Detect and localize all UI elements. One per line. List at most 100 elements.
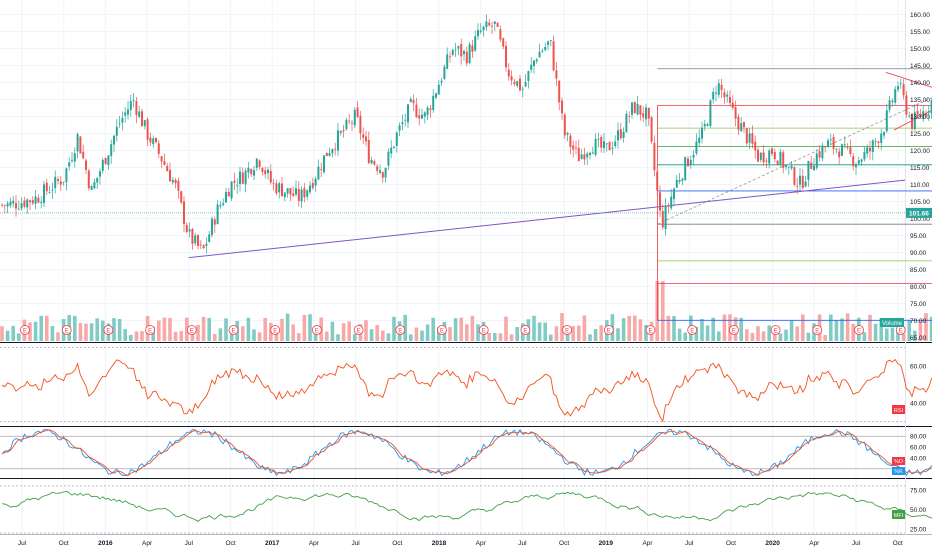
mfi-tick-label: 25.00 — [910, 527, 927, 534]
rsi-tick-label: 60.00 — [910, 364, 927, 371]
candle-body — [897, 86, 899, 90]
candle-body — [219, 205, 221, 206]
mfi-tick-label: 75.00 — [910, 487, 927, 494]
candle-body — [351, 123, 353, 124]
volume-bar — [375, 325, 379, 341]
candle-body — [46, 183, 48, 191]
time-tick-label: 2018 — [432, 540, 447, 547]
volume-bar — [588, 334, 592, 341]
candle-body — [491, 26, 493, 27]
candle-body — [410, 99, 412, 102]
stoch-tick-label: 40.00 — [910, 455, 927, 462]
earnings-label: E — [899, 329, 903, 335]
candle-body — [21, 203, 23, 209]
candle-body — [186, 225, 188, 232]
volume-bar — [163, 318, 167, 341]
candle-body — [79, 137, 81, 154]
price-tick-label: 135.00 — [910, 97, 930, 104]
candle-body — [105, 158, 107, 164]
candle-body — [684, 157, 686, 180]
candle-body — [228, 192, 230, 196]
candle-body — [376, 166, 378, 171]
candle-body — [320, 169, 322, 170]
candle-body — [463, 51, 465, 54]
candle-body — [477, 30, 479, 36]
candle-body — [424, 112, 426, 116]
volume-bar — [45, 316, 49, 341]
volume-bar — [706, 325, 710, 341]
candle-body — [155, 138, 157, 142]
candle-body — [415, 105, 417, 117]
candle-body — [774, 152, 776, 159]
candle-body — [292, 193, 294, 196]
earnings-label: E — [774, 329, 778, 335]
candle-body — [418, 115, 420, 118]
candle-body — [617, 130, 619, 140]
candle-body — [547, 41, 549, 44]
candle-body — [264, 170, 266, 174]
candle-body — [65, 168, 67, 182]
volume-bar — [420, 331, 424, 341]
price-tick-label: 105.00 — [910, 199, 930, 206]
volume-bar — [286, 314, 290, 341]
earnings-label: E — [398, 329, 402, 335]
candle-body — [172, 180, 174, 183]
candle-body — [91, 186, 93, 190]
price-tick-label: 145.00 — [910, 63, 930, 70]
candle-body — [835, 149, 837, 150]
volume-bar — [95, 318, 99, 341]
candle-body — [569, 136, 571, 147]
candle-body — [68, 162, 70, 166]
candle-body — [471, 45, 473, 51]
volume-bar — [17, 333, 21, 341]
earnings-label: E — [357, 329, 361, 335]
candle-body — [824, 147, 826, 148]
volume-bar — [667, 316, 671, 341]
candle-body — [648, 108, 650, 119]
volume-bar — [829, 315, 833, 341]
candle-body — [757, 150, 759, 162]
candle-body — [544, 47, 546, 50]
candle-body — [788, 167, 790, 168]
candle-body — [508, 70, 510, 77]
price-tick-label: 150.00 — [910, 46, 930, 53]
candle-body — [231, 182, 233, 199]
candle-body — [298, 189, 300, 201]
candle-body — [135, 101, 137, 115]
time-tick-label: Oct — [225, 540, 235, 547]
candle-body — [698, 138, 700, 143]
volume-bar — [459, 318, 463, 341]
volume-bar — [471, 316, 475, 341]
candle-body — [886, 110, 888, 131]
candle-body — [665, 206, 667, 229]
candle-body — [581, 155, 583, 159]
candle-body — [609, 142, 611, 150]
candle-body — [331, 149, 333, 153]
volume-bar — [79, 323, 83, 341]
price-tick-label: 70.00 — [910, 318, 927, 325]
current-price-label: 101.66 — [909, 210, 929, 217]
candle-body — [113, 136, 115, 145]
volume-bar — [11, 326, 15, 341]
candle-body — [670, 197, 672, 209]
candle-body — [740, 123, 742, 131]
candle-body — [480, 30, 482, 31]
volume-bar — [902, 334, 906, 341]
volume-bar — [672, 316, 676, 341]
volume-bar — [795, 327, 799, 341]
candle-body — [9, 202, 11, 206]
candle-body — [662, 211, 664, 227]
candle-body — [754, 142, 756, 151]
candle-body — [261, 168, 263, 172]
volume-bar — [767, 325, 771, 341]
earnings-label: E — [648, 329, 652, 335]
candle-body — [345, 120, 347, 129]
price-tick-label: 80.00 — [910, 284, 927, 291]
volume-bar — [168, 318, 172, 341]
candle-body — [26, 199, 28, 207]
candle-body — [782, 152, 784, 167]
candle-body — [365, 137, 367, 142]
price-tick-label: 75.00 — [910, 301, 927, 308]
